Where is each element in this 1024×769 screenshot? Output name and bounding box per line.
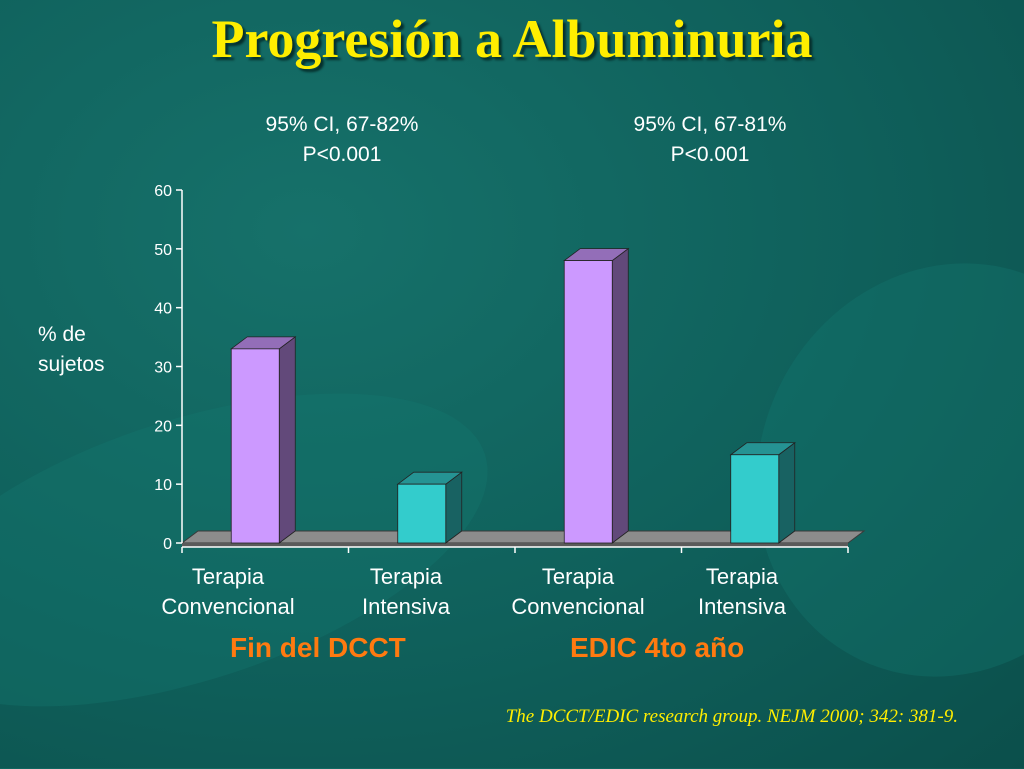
category-label-line: Intensiva	[361, 594, 451, 619]
category-label-line: Terapia	[705, 564, 779, 589]
y-tick-label: 10	[154, 477, 172, 494]
bar	[397, 483, 447, 544]
bar	[730, 454, 780, 544]
group-label-dcct: Fin del DCCT	[230, 632, 406, 663]
bar	[230, 348, 280, 544]
p-value-line: P<0.001	[302, 143, 382, 166]
category-label: Terapia Intensiva	[306, 562, 506, 622]
category-label-line: Terapia	[541, 564, 615, 589]
category-label-line: Terapia	[369, 564, 443, 589]
category-label: Terapia Convencional	[128, 562, 328, 622]
group-label-edic: EDIC 4to año	[570, 632, 745, 663]
y-axis-label-line: sujetos	[38, 353, 105, 376]
bar-side	[611, 247, 629, 544]
category-label: Terapia Convencional	[478, 562, 678, 622]
bar-side	[778, 441, 796, 544]
y-tick-label: 30	[154, 360, 172, 377]
y-tick-label: 50	[154, 242, 172, 259]
category-label: Terapia Intensiva	[642, 562, 842, 622]
category-label-line: Intensiva	[697, 594, 787, 619]
y-axis-label-line: % de	[38, 323, 86, 346]
p-value-line: P<0.001	[670, 143, 750, 166]
chart-floor-edge	[182, 543, 848, 547]
reference-citation: The DCCT/EDIC research group. NEJM 2000;…	[505, 706, 958, 727]
y-tick-label: 0	[163, 536, 172, 553]
page-title: Progresión a Albuminuria	[211, 9, 813, 69]
y-tick-label: 40	[154, 301, 172, 318]
category-label-line: Convencional	[161, 594, 295, 619]
category-label-line: Convencional	[511, 594, 645, 619]
ci-annotation-line: 95% CI, 67-81%	[633, 113, 787, 136]
category-label-line: Terapia	[191, 564, 265, 589]
ci-annotation-dcct: 95% CI, 67-82% P<0.001	[222, 110, 462, 170]
y-axis-label: % de sujetos	[38, 320, 105, 380]
y-tick-label: 20	[154, 418, 172, 435]
bar-side	[278, 336, 296, 544]
ci-annotation-edic: 95% CI, 67-81% P<0.001	[590, 110, 830, 170]
y-tick-label: 60	[154, 183, 172, 200]
bar	[563, 260, 613, 544]
ci-annotation-line: 95% CI, 67-82%	[265, 113, 419, 136]
